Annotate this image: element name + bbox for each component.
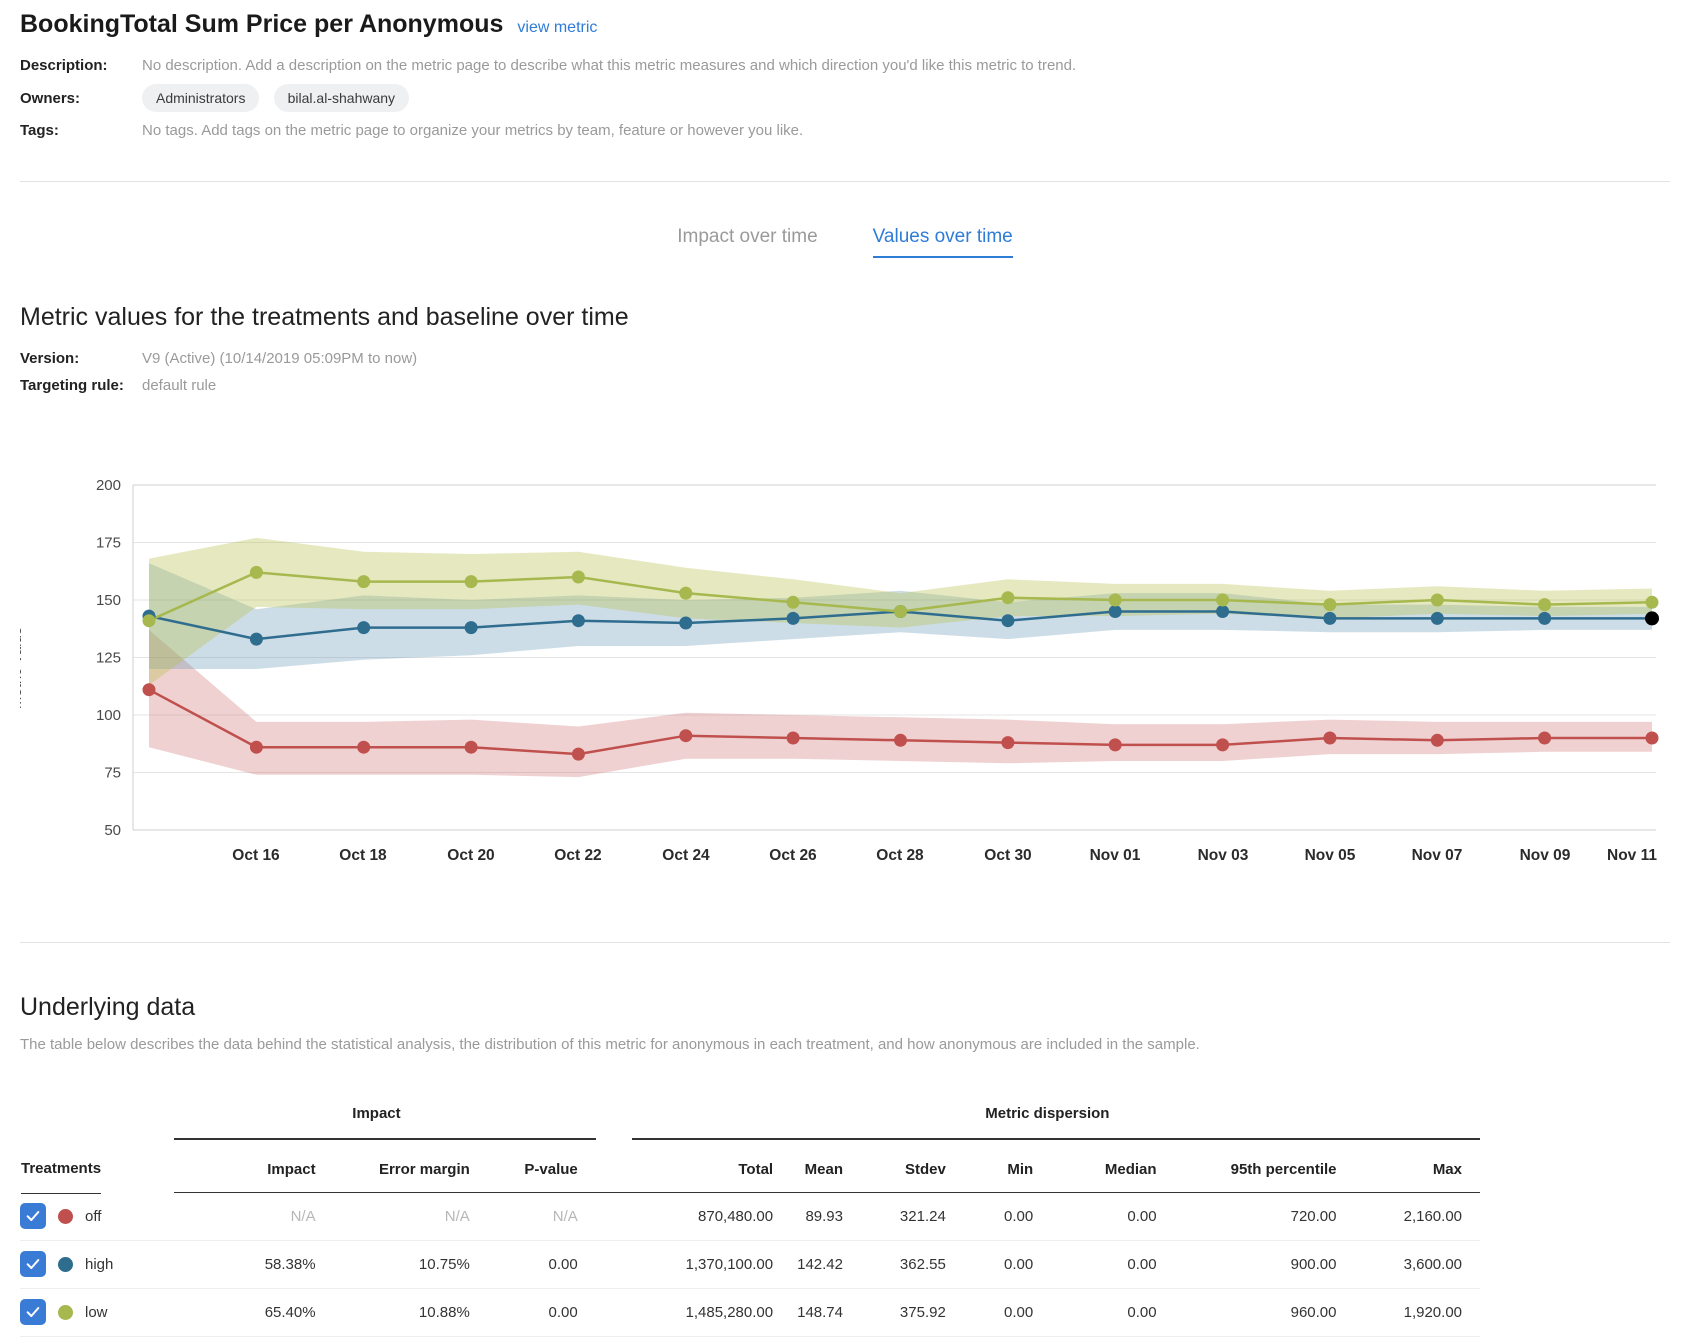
svg-text:Oct 20: Oct 20 bbox=[447, 847, 494, 864]
svg-text:Oct 24: Oct 24 bbox=[662, 847, 710, 864]
svg-text:Nov 11: Nov 11 bbox=[1607, 847, 1657, 864]
svg-text:Oct 22: Oct 22 bbox=[554, 847, 601, 864]
svg-text:175: 175 bbox=[96, 535, 121, 552]
svg-text:Nov 07: Nov 07 bbox=[1412, 847, 1463, 864]
svg-text:Oct 18: Oct 18 bbox=[339, 847, 387, 864]
svg-text:Metric Value: Metric Value bbox=[20, 627, 25, 709]
svg-text:Nov 09: Nov 09 bbox=[1520, 847, 1571, 864]
svg-text:Oct 28: Oct 28 bbox=[876, 847, 924, 864]
svg-text:50: 50 bbox=[104, 822, 121, 839]
svg-text:200: 200 bbox=[96, 477, 121, 494]
svg-text:150: 150 bbox=[96, 592, 121, 609]
svg-text:125: 125 bbox=[96, 650, 121, 667]
svg-text:Oct 16: Oct 16 bbox=[232, 847, 280, 864]
svg-text:Oct 30: Oct 30 bbox=[984, 847, 1031, 864]
svg-text:75: 75 bbox=[104, 765, 121, 782]
svg-text:Oct 26: Oct 26 bbox=[769, 847, 817, 864]
svg-text:Nov 03: Nov 03 bbox=[1198, 847, 1249, 864]
svg-text:100: 100 bbox=[96, 707, 121, 724]
svg-text:Nov 05: Nov 05 bbox=[1305, 847, 1356, 864]
svg-text:Nov 01: Nov 01 bbox=[1090, 847, 1141, 864]
